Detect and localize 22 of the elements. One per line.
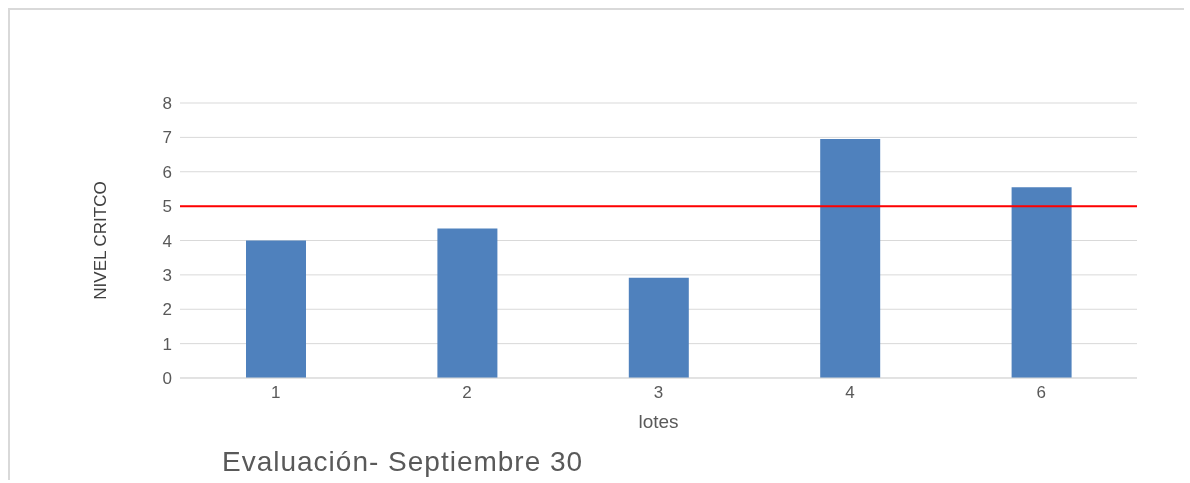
y-tick-label: 7 <box>162 128 172 148</box>
x-tick-label: 6 <box>1036 383 1047 403</box>
y-tick-label: 8 <box>162 94 172 114</box>
y-tick-label: 5 <box>162 197 172 217</box>
y-tick-label: 2 <box>162 300 172 320</box>
x-axis-title: lotes <box>638 411 679 432</box>
y-tick-label: 3 <box>162 265 172 285</box>
x-tick-label: 4 <box>845 383 855 403</box>
y-axis-title: NIVEL CRITCO <box>91 181 111 300</box>
bar <box>246 240 306 378</box>
y-tick-label: 4 <box>162 231 172 251</box>
bar <box>628 277 689 378</box>
y-tick-label: 0 <box>162 369 172 389</box>
y-tick-label: 1 <box>162 334 172 354</box>
bar <box>820 139 881 378</box>
x-tick-label: 2 <box>462 383 472 403</box>
x-tick-label: 1 <box>270 383 281 403</box>
text: Evaluación- Septiembre 30 <box>222 446 584 478</box>
bar <box>1011 187 1072 378</box>
x-tick-label: 3 <box>653 383 664 403</box>
y-tick-label: 6 <box>162 162 172 182</box>
bar <box>437 228 498 378</box>
